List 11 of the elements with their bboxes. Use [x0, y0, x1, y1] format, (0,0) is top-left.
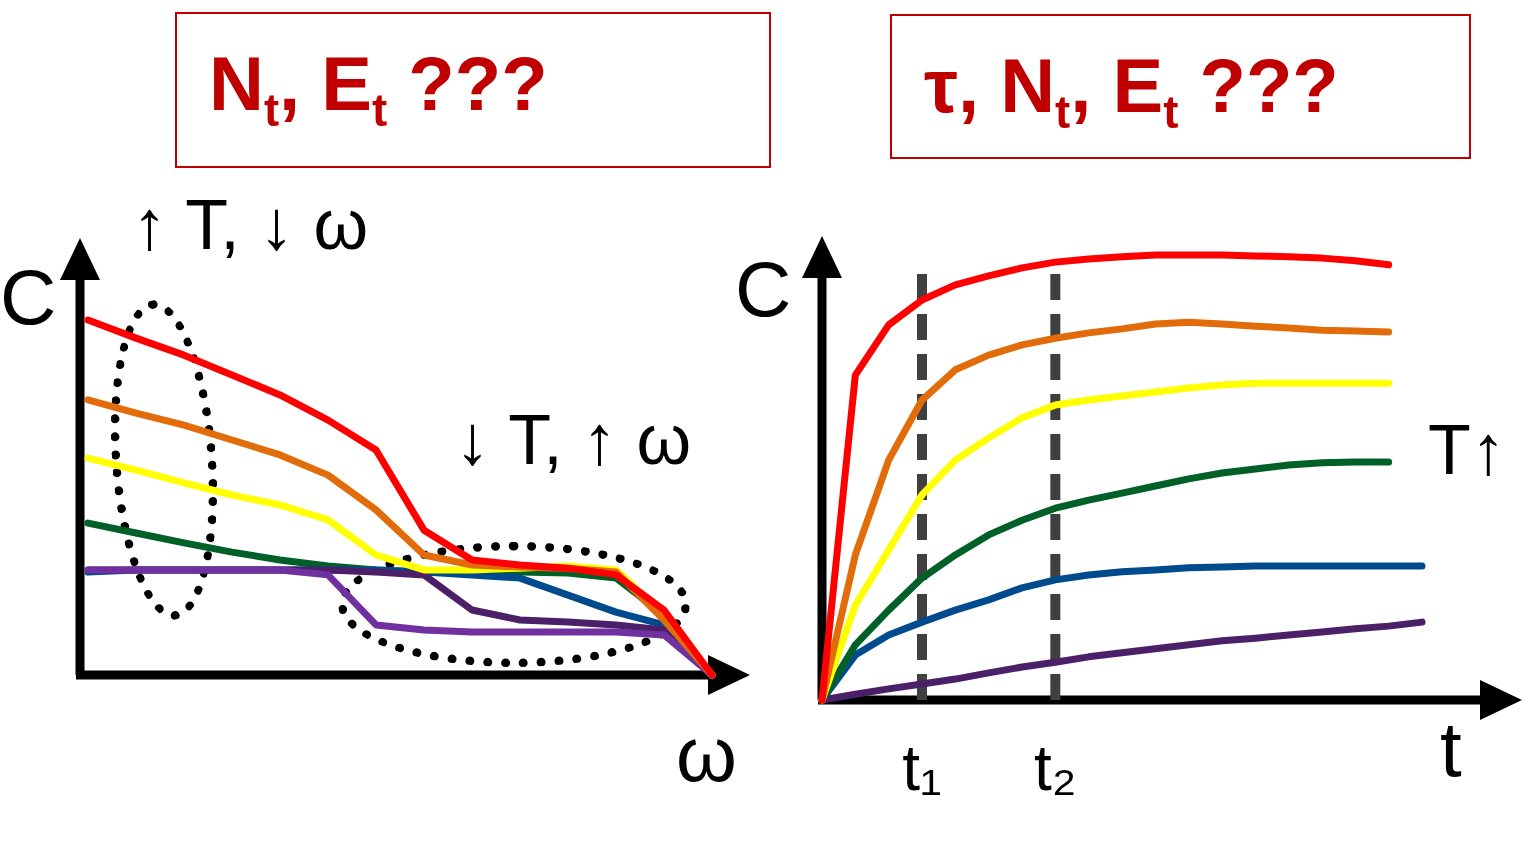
y-axis-title: C: [735, 245, 792, 333]
text: ↑ T, ↓ ω: [132, 186, 369, 264]
x-tick-label: t₂: [1034, 731, 1077, 804]
y-axis-title: C: [0, 253, 57, 341]
annotation: T↑: [1428, 411, 1506, 489]
annotation: ↓ T, ↑ ω: [455, 401, 692, 479]
x-tick-label: t₁: [902, 731, 942, 804]
chart-title: τ, N$_{t}$, E$_{t}$ ???: [890, 14, 1471, 159]
x-axis-title: t: [1440, 705, 1462, 793]
x-axis-title: ω: [676, 710, 737, 798]
chart-title: N$_{t}$, E$_{t}$ ???: [175, 12, 771, 168]
